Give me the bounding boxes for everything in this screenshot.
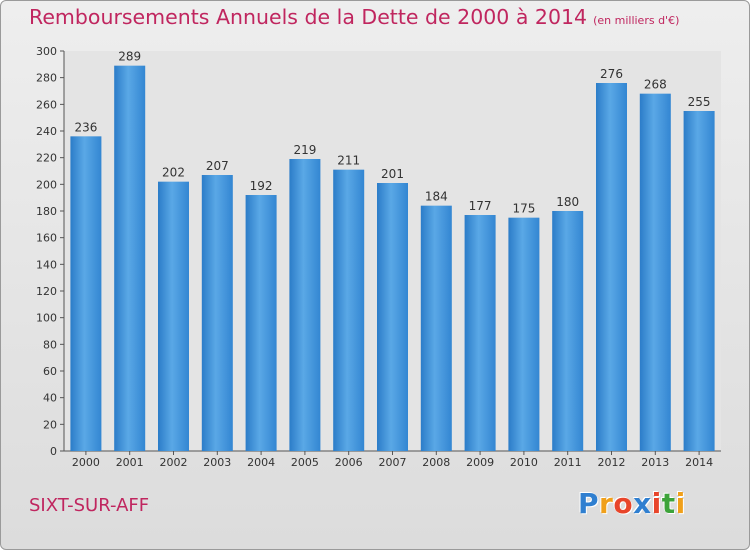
chart-unit: (en milliers d'€) bbox=[593, 14, 680, 27]
x-tick-label: 2014 bbox=[685, 456, 713, 469]
logo-letter: t bbox=[661, 487, 676, 520]
x-tick-label: 2010 bbox=[510, 456, 538, 469]
logo-letter: P bbox=[578, 487, 600, 520]
bar bbox=[201, 175, 233, 451]
x-tick-label: 2008 bbox=[422, 456, 450, 469]
logo-letter: x bbox=[633, 487, 652, 520]
bar-value-label: 289 bbox=[118, 50, 141, 64]
bar-value-label: 201 bbox=[381, 167, 404, 181]
bar-value-label: 268 bbox=[644, 78, 667, 92]
x-tick-label: 2005 bbox=[291, 456, 319, 469]
x-tick-label: 2012 bbox=[598, 456, 626, 469]
bar-value-label: 175 bbox=[512, 202, 535, 216]
logo-letter: r bbox=[599, 487, 614, 520]
bar bbox=[552, 211, 584, 451]
x-tick-label: 2004 bbox=[247, 456, 275, 469]
y-tick-label: 240 bbox=[36, 125, 57, 138]
x-tick-label: 2001 bbox=[116, 456, 144, 469]
y-tick-label: 280 bbox=[36, 72, 57, 85]
bar bbox=[508, 217, 540, 451]
y-tick-label: 180 bbox=[36, 205, 57, 218]
commune-name: SIXT-SUR-AFF bbox=[29, 495, 150, 516]
x-tick-label: 2009 bbox=[466, 456, 494, 469]
bar-value-label: 180 bbox=[556, 195, 579, 209]
y-tick-label: 80 bbox=[43, 338, 57, 351]
bar-value-label: 236 bbox=[74, 120, 97, 134]
bar bbox=[289, 159, 321, 451]
bar-value-label: 184 bbox=[425, 190, 448, 204]
bar-value-label: 192 bbox=[250, 179, 273, 193]
bar bbox=[377, 183, 408, 451]
y-tick-label: 200 bbox=[36, 178, 57, 191]
bar bbox=[683, 111, 715, 451]
bar bbox=[464, 215, 496, 451]
bar bbox=[158, 181, 189, 451]
bar bbox=[639, 93, 671, 452]
bar-value-label: 207 bbox=[206, 159, 229, 173]
chart-title-block: Remboursements Annuels de la Dette de 20… bbox=[29, 5, 679, 29]
bar-value-label: 211 bbox=[337, 154, 360, 168]
bar-value-label: 276 bbox=[600, 67, 623, 81]
y-tick-label: 220 bbox=[36, 152, 57, 165]
bar bbox=[245, 195, 277, 451]
y-tick-label: 20 bbox=[43, 418, 57, 431]
proxiti-logo: Proxiti bbox=[578, 487, 686, 520]
x-tick-label: 2000 bbox=[72, 456, 100, 469]
x-tick-label: 2007 bbox=[379, 456, 407, 469]
y-tick-label: 40 bbox=[43, 392, 57, 405]
y-tick-label: 0 bbox=[50, 445, 57, 458]
bar bbox=[333, 169, 365, 451]
bar bbox=[70, 136, 102, 452]
logo-letter: o bbox=[613, 487, 634, 520]
y-tick-label: 300 bbox=[36, 45, 57, 58]
y-tick-label: 100 bbox=[36, 312, 57, 325]
x-tick-label: 2003 bbox=[203, 456, 231, 469]
bar bbox=[596, 83, 627, 451]
x-tick-label: 2011 bbox=[554, 456, 582, 469]
x-tick-label: 2013 bbox=[641, 456, 669, 469]
logo-letter: i bbox=[675, 487, 686, 520]
x-tick-label: 2002 bbox=[160, 456, 188, 469]
y-tick-label: 140 bbox=[36, 258, 57, 271]
chart-title: Remboursements Annuels de la Dette de 20… bbox=[29, 5, 588, 29]
y-tick-label: 260 bbox=[36, 98, 57, 111]
bar-value-label: 202 bbox=[162, 166, 185, 180]
bar bbox=[420, 205, 452, 451]
y-tick-label: 60 bbox=[43, 365, 57, 378]
y-tick-label: 160 bbox=[36, 232, 57, 245]
logo-letter: i bbox=[651, 487, 662, 520]
bar-value-label: 177 bbox=[469, 199, 492, 213]
bar-value-label: 219 bbox=[293, 143, 316, 157]
bar bbox=[114, 65, 146, 452]
bar-value-label: 255 bbox=[688, 95, 711, 109]
x-tick-label: 2006 bbox=[335, 456, 363, 469]
y-tick-label: 120 bbox=[36, 285, 57, 298]
